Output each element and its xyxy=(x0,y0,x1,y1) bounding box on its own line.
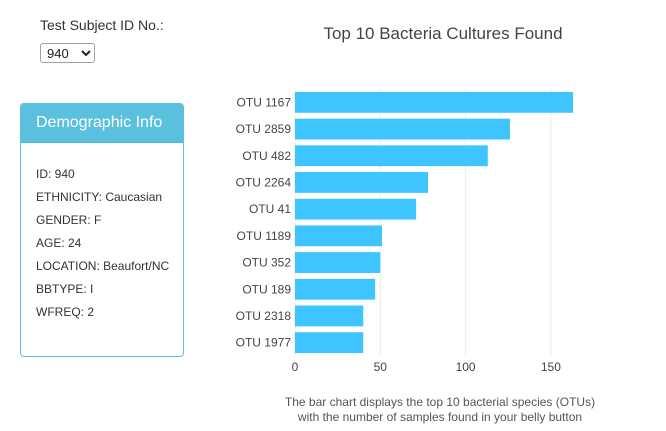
y-tick-label: OTU 2859 xyxy=(236,122,292,136)
demographic-row: BBTYPE: I xyxy=(36,282,94,296)
demographic-row: WFREQ: 2 xyxy=(36,305,95,319)
x-tick-label: 100 xyxy=(456,360,476,374)
demographic-panel-title: Demographic Info xyxy=(21,104,183,143)
chart-caption-line-2: with the number of samples found in your… xyxy=(297,410,583,424)
subject-select-label: Test Subject ID No.: xyxy=(40,17,164,33)
bar-otu-41 xyxy=(295,198,417,220)
bar-otu-2264 xyxy=(295,172,429,193)
y-tick-label: OTU 482 xyxy=(242,149,291,163)
subject-id-dropdown[interactable]: 940 xyxy=(40,43,95,63)
bar-otu-189 xyxy=(295,278,376,300)
demographic-panel: Demographic Info ID: 940 ETHNICITY: Cauca… xyxy=(20,103,184,357)
y-tick-label: OTU 1189 xyxy=(237,229,292,243)
y-tick-label: OTU 352 xyxy=(242,256,291,270)
demographic-row: GENDER: F xyxy=(36,213,102,227)
demographic-info-list: ID: 940 ETHNICITY: Caucasian GENDER: F AGE:… xyxy=(21,143,183,319)
demographic-row: AGE: 24 xyxy=(36,236,82,250)
y-tick-label: OTU 1167 xyxy=(237,95,292,109)
x-tick-label: 50 xyxy=(374,360,388,374)
demographic-row: LOCATION: Beaufort/NC xyxy=(36,259,170,273)
bar-otu-1977 xyxy=(295,332,364,354)
bar-chart-svg: Top 10 Bacteria Cultures Found 0 50 100 150 O… xyxy=(236,24,574,374)
bar-otu-2859 xyxy=(295,118,510,140)
bar-otu-1167 xyxy=(295,91,574,113)
y-tick-label: OTU 1977 xyxy=(236,336,292,350)
y-tick-label: OTU 41 xyxy=(249,202,291,216)
bar-otu-2318 xyxy=(295,305,364,327)
y-tick-label: OTU 2318 xyxy=(236,309,292,323)
bar-otu-1189 xyxy=(295,225,382,247)
x-tick-label: 0 xyxy=(292,360,299,374)
chart-caption: The bar chart displays the top 10 bacter… xyxy=(230,395,650,425)
y-tick-label: OTU 2264 xyxy=(236,175,292,189)
x-tick-label: 150 xyxy=(541,360,561,374)
bar-otu-482 xyxy=(295,145,488,167)
chart-caption-line-1: The bar chart displays the top 10 bacter… xyxy=(284,395,596,409)
bar-chart: Top 10 Bacteria Cultures Found 0 50 100 150 O… xyxy=(210,0,666,431)
bar-otu-352 xyxy=(295,252,381,273)
demographic-row: ETHNICITY: Caucasian xyxy=(36,190,163,204)
demographic-row: ID: 940 xyxy=(36,167,75,181)
chart-title: Top 10 Bacteria Cultures Found xyxy=(323,24,562,43)
y-tick-label: OTU 189 xyxy=(242,282,291,296)
